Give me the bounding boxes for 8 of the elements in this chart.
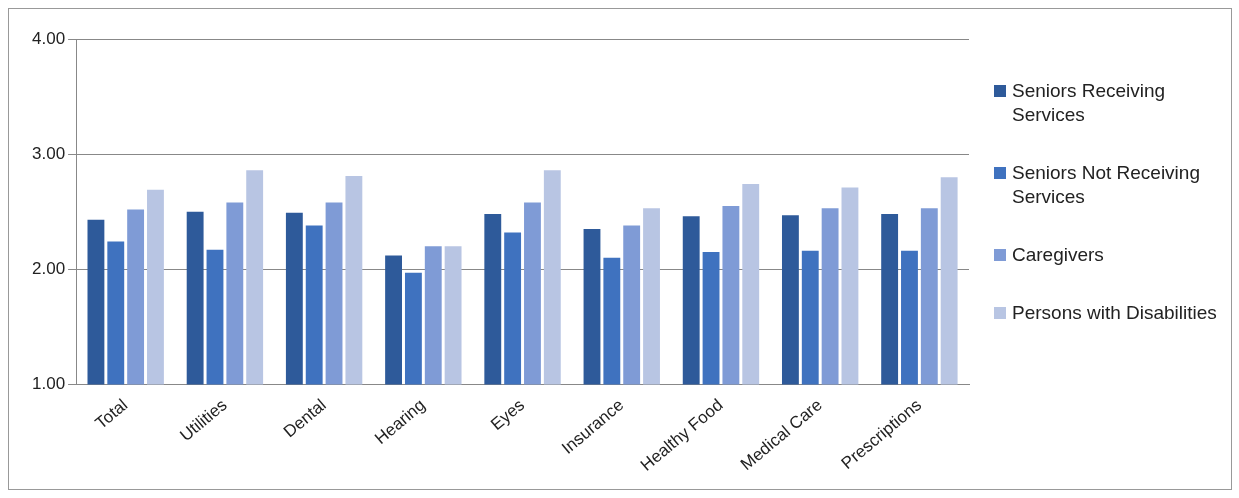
y-tick-label: 3.00 <box>31 143 66 163</box>
y-tick-label: 2.00 <box>31 258 66 278</box>
y-tick-label: 1.00 <box>31 374 66 394</box>
legend-label: Seniors Not Receiving Services <box>1012 161 1201 209</box>
y-tick-label: 4.00 <box>31 28 66 48</box>
legend-label: Caregivers <box>1012 243 1104 267</box>
legend-label: Seniors Receiving Services <box>1012 79 1167 127</box>
legend-label: Persons with Disabilities <box>1012 301 1217 325</box>
